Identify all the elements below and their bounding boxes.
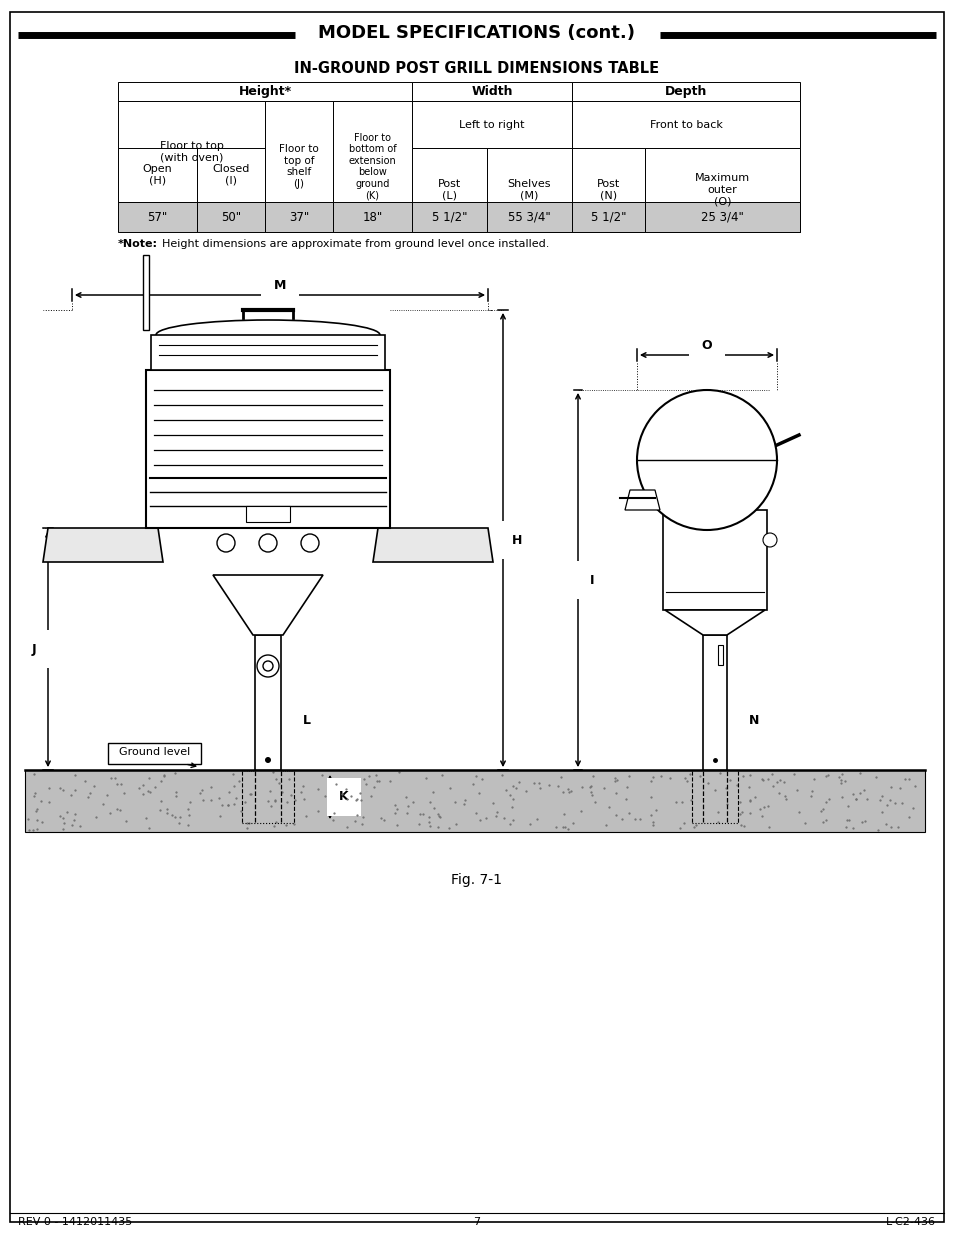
Text: Shelves
(M): Shelves (M) <box>507 179 551 201</box>
Polygon shape <box>664 610 764 635</box>
Text: I: I <box>589 573 594 587</box>
Text: Depth: Depth <box>664 85 706 98</box>
Polygon shape <box>624 490 659 510</box>
Text: Height*: Height* <box>238 85 292 98</box>
Text: 57": 57" <box>147 210 168 224</box>
Text: O: O <box>701 338 712 352</box>
Bar <box>246 506 290 522</box>
Text: 50": 50" <box>221 210 241 224</box>
Circle shape <box>265 757 271 763</box>
Text: Open
(H): Open (H) <box>143 164 172 185</box>
Text: L-C2-436: L-C2-436 <box>885 1216 935 1228</box>
Text: Floor to
bottom of
extension
below
ground
(K): Floor to bottom of extension below groun… <box>348 132 395 200</box>
Bar <box>118 101 265 203</box>
Text: REV 0 - 1412011435: REV 0 - 1412011435 <box>18 1216 132 1228</box>
Bar <box>118 82 412 101</box>
Text: 7: 7 <box>473 1216 480 1228</box>
Polygon shape <box>43 529 163 562</box>
Circle shape <box>637 390 776 530</box>
Text: Fig. 7-1: Fig. 7-1 <box>451 873 502 887</box>
Text: 55 3/4": 55 3/4" <box>508 210 550 224</box>
Bar <box>333 203 412 232</box>
Circle shape <box>263 661 273 671</box>
Text: IN-GROUND POST GRILL DIMENSIONS TABLE: IN-GROUND POST GRILL DIMENSIONS TABLE <box>294 61 659 75</box>
Bar <box>572 101 800 148</box>
Text: Maximum
outer
(O): Maximum outer (O) <box>694 173 749 206</box>
Text: 18": 18" <box>362 210 382 224</box>
Circle shape <box>301 534 318 552</box>
Bar <box>265 101 333 232</box>
Text: N: N <box>748 714 759 726</box>
Bar <box>412 203 486 232</box>
Text: Left to right: Left to right <box>458 120 524 130</box>
Bar <box>151 335 385 370</box>
Text: 37": 37" <box>289 210 309 224</box>
Text: Floor to top
(with oven): Floor to top (with oven) <box>159 141 223 162</box>
Bar <box>118 148 196 203</box>
Text: H: H <box>511 534 521 547</box>
Bar <box>265 203 333 232</box>
Text: MODEL SPECIFICATIONS (cont.): MODEL SPECIFICATIONS (cont.) <box>318 23 635 42</box>
Text: *Note:: *Note: <box>118 240 158 249</box>
Bar <box>196 203 265 232</box>
Bar <box>644 203 800 232</box>
Text: Post
(L): Post (L) <box>437 179 460 201</box>
Bar <box>486 148 572 232</box>
Text: 5 1/2": 5 1/2" <box>590 210 625 224</box>
Text: Height dimensions are approximate from ground level once installed.: Height dimensions are approximate from g… <box>154 240 549 249</box>
Bar <box>146 370 390 529</box>
Text: Ground level: Ground level <box>119 747 191 757</box>
Text: Front to back: Front to back <box>649 120 721 130</box>
Text: 5 1/2": 5 1/2" <box>432 210 467 224</box>
Circle shape <box>762 534 776 547</box>
Bar <box>143 254 149 330</box>
Bar <box>572 203 644 232</box>
Circle shape <box>216 534 234 552</box>
Bar <box>412 148 486 232</box>
Text: Width: Width <box>471 85 512 98</box>
Bar <box>412 101 572 148</box>
Circle shape <box>258 534 276 552</box>
Bar <box>572 82 800 101</box>
Bar <box>118 203 196 232</box>
Polygon shape <box>373 529 493 562</box>
Bar <box>644 148 800 232</box>
Text: J: J <box>31 642 36 656</box>
Circle shape <box>256 655 278 677</box>
Bar <box>196 148 265 203</box>
FancyBboxPatch shape <box>109 742 201 763</box>
Text: L: L <box>303 714 311 726</box>
Polygon shape <box>213 576 323 635</box>
Text: Post
(N): Post (N) <box>597 179 619 201</box>
Text: K: K <box>339 790 349 804</box>
Bar <box>254 635 281 769</box>
Bar <box>486 203 572 232</box>
Bar <box>702 635 726 769</box>
Bar <box>333 101 412 232</box>
Bar <box>718 645 722 664</box>
Bar <box>572 148 644 232</box>
Bar <box>412 82 572 101</box>
Text: M: M <box>274 279 286 291</box>
Bar <box>25 769 924 832</box>
Text: 25 3/4": 25 3/4" <box>700 210 743 224</box>
Bar <box>662 510 766 610</box>
Text: Floor to
top of
shelf
(J): Floor to top of shelf (J) <box>279 144 318 189</box>
Text: Closed
(I): Closed (I) <box>213 164 250 185</box>
